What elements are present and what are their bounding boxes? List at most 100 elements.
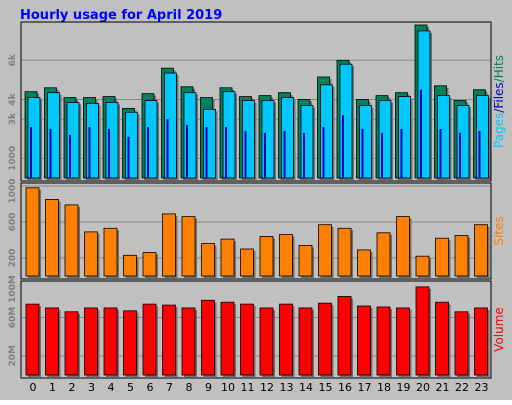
x-tick-label: 12	[260, 381, 274, 394]
y-tick-label: 60M	[8, 307, 18, 329]
bar-pages	[283, 130, 286, 178]
bar-pages	[225, 127, 227, 178]
bar-sites	[25, 187, 40, 277]
bar-volume	[123, 310, 137, 376]
bar-volume	[435, 301, 449, 376]
x-tick-label: 23	[475, 381, 489, 394]
panel-label-part: Hits	[492, 55, 506, 78]
x-tick-label: 22	[455, 381, 469, 394]
bar-volume	[376, 306, 391, 376]
panel-label-pages-files-hits: Pages/Files/Hits	[492, 55, 506, 148]
bar-sites	[181, 216, 196, 277]
bar-files	[125, 111, 138, 179]
chart-panels: 10003k4k6kPages/Files/Hits2006001000Site…	[8, 21, 506, 379]
panel-label-part: /	[492, 108, 506, 113]
bar-files	[242, 100, 255, 179]
bar-pages	[264, 132, 266, 178]
bar-pages	[361, 128, 364, 178]
panel-label-part: Files	[492, 82, 506, 108]
bar-sites	[64, 204, 79, 277]
x-tick-label: 8	[186, 381, 193, 394]
bar-pages	[400, 128, 403, 178]
bar-sites	[435, 237, 449, 277]
bar-volume	[318, 302, 332, 376]
bar-pages	[49, 128, 52, 178]
bar-volume	[181, 307, 196, 376]
panel-label-part: Pages	[492, 113, 506, 148]
y-tick-label: 4k	[8, 92, 18, 105]
y-tick-label: 6k	[8, 53, 18, 66]
bar-pages	[420, 89, 422, 178]
bar-volume	[396, 307, 410, 376]
y-tick-label: 20M	[8, 345, 18, 367]
bar-pages	[205, 127, 208, 178]
panel-label-volume: Volume	[492, 307, 506, 352]
bar-sites	[376, 232, 391, 277]
bar-files	[222, 91, 236, 179]
bar-sites	[201, 243, 215, 277]
bar-volume	[454, 311, 469, 376]
bar-sites	[396, 216, 410, 277]
bar-files	[378, 100, 392, 179]
bar-pages	[147, 127, 149, 178]
bar-sites	[259, 235, 274, 277]
bar-volume	[64, 311, 79, 376]
x-tick-label: 0	[30, 381, 37, 394]
bar-files	[359, 105, 372, 179]
bar-sites	[162, 213, 176, 277]
bar-volume	[142, 303, 157, 376]
bar-pages	[303, 132, 305, 178]
bar-sites	[103, 227, 118, 277]
bar-files	[261, 100, 275, 179]
bar-volume	[162, 304, 176, 376]
bar-sites	[240, 248, 254, 277]
bar-files	[203, 108, 216, 179]
y-tick-label: 1000	[8, 146, 18, 171]
bar-pages	[244, 130, 247, 178]
bar-volume	[240, 303, 254, 376]
bar-files	[66, 102, 80, 179]
y-tick-label: 1000	[8, 178, 18, 203]
y-tick-label: 100M	[8, 275, 18, 303]
bar-volume	[298, 307, 313, 376]
bar-pages	[342, 115, 344, 178]
bar-pages	[439, 128, 442, 178]
bar-sites	[454, 235, 469, 277]
bar-sites	[123, 254, 137, 277]
bar-files	[398, 96, 411, 179]
x-tick-label: 19	[397, 381, 411, 394]
bar-volume	[103, 307, 118, 376]
x-tick-label: 6	[147, 381, 154, 394]
y-tick-label: 200	[8, 249, 18, 268]
x-tick-label: 21	[436, 381, 450, 394]
x-tick-label: 1	[49, 381, 56, 394]
x-tick-label: 20	[416, 381, 430, 394]
bar-files	[281, 97, 294, 179]
bar-volume	[337, 296, 352, 376]
bar-files	[300, 105, 314, 179]
bar-volume	[220, 301, 235, 376]
bar-volume	[259, 307, 274, 376]
x-tick-label: 3	[88, 381, 95, 394]
bar-sites	[84, 231, 98, 277]
bar-files	[339, 63, 353, 179]
bar-pages	[322, 127, 325, 178]
bar-pages	[166, 119, 169, 178]
bar-files	[476, 95, 489, 179]
bar-pages	[30, 127, 32, 178]
bar-sites	[357, 249, 371, 277]
x-tick-label: 18	[377, 381, 391, 394]
x-tick-label: 9	[205, 381, 212, 394]
bar-volume	[201, 299, 215, 376]
bar-sites	[337, 227, 352, 277]
x-tick-label: 13	[280, 381, 294, 394]
x-tick-label: 5	[127, 381, 134, 394]
x-tick-label: 4	[108, 381, 115, 394]
bar-files	[105, 102, 119, 179]
bar-files	[144, 100, 158, 179]
bar-files	[320, 84, 333, 179]
x-tick-label: 2	[69, 381, 76, 394]
bar-files	[86, 103, 99, 179]
